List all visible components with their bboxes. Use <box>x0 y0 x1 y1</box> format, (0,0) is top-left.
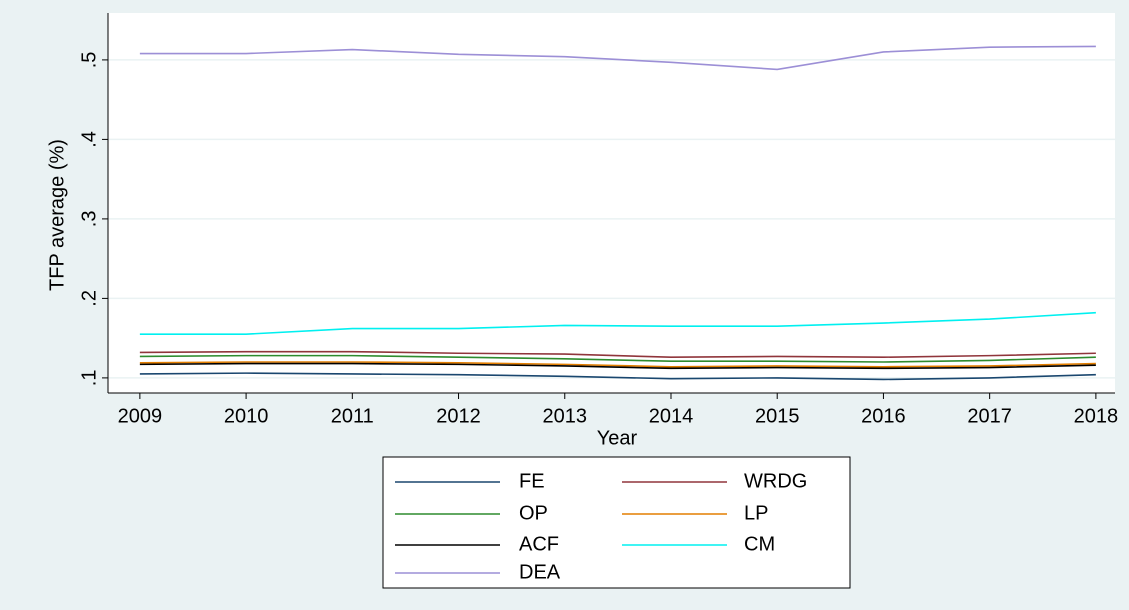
legend-label: FE <box>519 470 545 492</box>
legend-label: WRDG <box>744 470 807 492</box>
x-tick-label: 2012 <box>436 405 481 427</box>
series-line <box>139 354 1096 363</box>
series-line <box>139 362 1096 370</box>
plot-area <box>108 13 1115 393</box>
x-tick-label: 2018 <box>1074 405 1119 427</box>
legend-label: DEA <box>519 561 561 583</box>
series-line <box>139 311 1096 335</box>
legend-label: ACF <box>519 533 559 555</box>
legend-label: LP <box>744 502 768 524</box>
x-tick-label: 2009 <box>118 405 163 427</box>
y-tick-label: .4 <box>78 131 100 148</box>
x-tick-label: 2016 <box>861 405 906 427</box>
series-line <box>139 372 1096 381</box>
x-tick-label: 2017 <box>967 405 1012 427</box>
legend <box>382 456 851 589</box>
y-tick-label: .2 <box>78 290 100 307</box>
x-tick-label: 2014 <box>649 405 694 427</box>
x-tick-label: 2011 <box>331 405 374 427</box>
series-line <box>139 350 1096 359</box>
y-tick-label: .1 <box>78 370 100 387</box>
y-tick-label: .3 <box>78 211 100 228</box>
x-tick-label: 2010 <box>224 405 269 427</box>
legend-label: OP <box>519 502 548 524</box>
x-tick-label: 2015 <box>755 405 800 427</box>
x-axis-title: Year <box>597 427 638 449</box>
y-tick-label: .5 <box>78 52 100 69</box>
x-tick-label: 2013 <box>543 405 588 427</box>
series-line <box>139 361 1096 368</box>
y-axis-title: TFP average (%) <box>46 139 68 291</box>
series-line <box>139 45 1096 71</box>
legend-label: CM <box>744 533 775 555</box>
